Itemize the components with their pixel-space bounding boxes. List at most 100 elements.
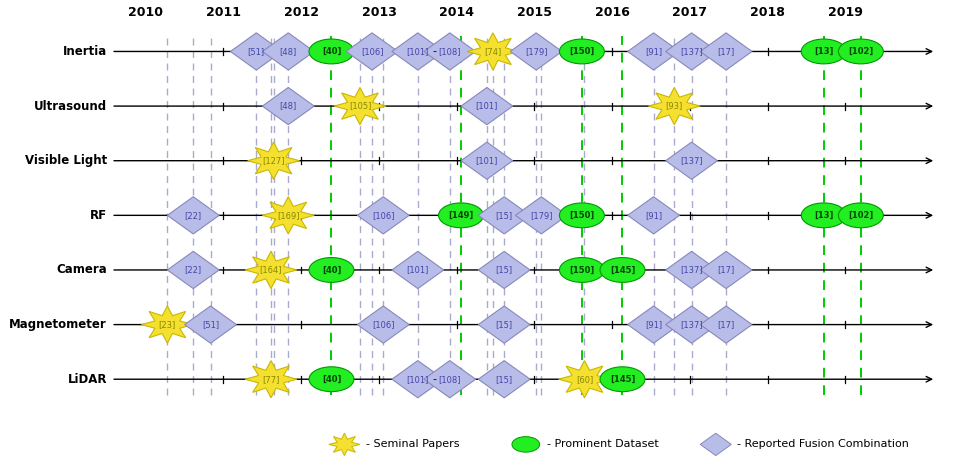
Text: [13]: [13] [814,211,833,220]
Text: Magnetometer: Magnetometer [9,318,107,331]
Polygon shape [648,87,701,125]
Polygon shape [263,197,314,234]
Polygon shape [467,33,518,70]
Text: [101]: [101] [407,375,429,384]
Text: [179]: [179] [525,47,547,56]
Ellipse shape [838,203,884,228]
Text: [51]: [51] [202,320,219,329]
Polygon shape [701,433,732,455]
Polygon shape [245,252,297,288]
Text: 2015: 2015 [516,6,552,19]
Ellipse shape [309,258,354,282]
Text: - Seminal Papers: - Seminal Papers [366,439,459,449]
Text: - Prominent Dataset: - Prominent Dataset [547,439,659,449]
Polygon shape [185,306,236,343]
Text: 2016: 2016 [595,6,630,19]
Text: 2011: 2011 [206,6,241,19]
Polygon shape [628,306,679,343]
Polygon shape [248,142,299,179]
Text: [108]: [108] [439,375,461,384]
Polygon shape [245,361,297,398]
Ellipse shape [559,203,605,228]
Text: [40]: [40] [322,47,341,56]
Polygon shape [628,197,679,234]
Text: [77]: [77] [263,375,280,384]
Text: [22]: [22] [185,211,202,220]
Polygon shape [391,361,444,398]
Text: [40]: [40] [322,265,341,274]
Polygon shape [168,197,219,234]
Text: [137]: [137] [680,156,703,165]
Polygon shape [558,361,610,398]
Text: 2017: 2017 [672,6,707,19]
Polygon shape [423,361,476,398]
Polygon shape [666,142,717,179]
Text: [102]: [102] [848,211,873,220]
Polygon shape [628,33,679,70]
Polygon shape [701,252,752,288]
Polygon shape [358,306,409,343]
Text: [106]: [106] [360,47,384,56]
Polygon shape [701,306,752,343]
Text: Ultrasound: Ultrasound [34,100,107,113]
Text: [15]: [15] [495,211,513,220]
Text: [60]: [60] [576,375,593,384]
Text: [105]: [105] [349,101,371,110]
Polygon shape [391,33,444,70]
Polygon shape [516,197,567,234]
Ellipse shape [801,39,846,64]
Text: Camera: Camera [56,263,107,277]
Ellipse shape [512,437,540,452]
Polygon shape [479,252,530,288]
Text: [74]: [74] [484,47,502,56]
Polygon shape [423,33,476,70]
Polygon shape [479,306,530,343]
Ellipse shape [600,367,645,392]
Text: [93]: [93] [666,101,683,110]
Text: [40]: [40] [322,375,341,384]
Text: [48]: [48] [280,47,297,56]
Polygon shape [263,87,314,125]
Text: [137]: [137] [680,265,703,274]
Text: [169]: [169] [277,211,299,220]
Ellipse shape [309,39,354,64]
Text: -: - [432,46,436,57]
Polygon shape [263,33,314,70]
Text: [22]: [22] [185,265,202,274]
Text: 2010: 2010 [128,6,163,19]
Text: 2012: 2012 [284,6,319,19]
Text: [51]: [51] [248,47,265,56]
Text: [150]: [150] [569,265,595,274]
Text: [15]: [15] [495,265,513,274]
Text: [164]: [164] [260,265,282,274]
Text: 2014: 2014 [439,6,474,19]
Polygon shape [231,33,282,70]
Text: LiDAR: LiDAR [68,373,107,386]
Text: [137]: [137] [680,320,703,329]
Text: [17]: [17] [717,265,735,274]
Ellipse shape [559,39,605,64]
Text: [137]: [137] [680,47,703,56]
Text: - Reported Fusion Combination: - Reported Fusion Combination [737,439,909,449]
Text: [145]: [145] [610,375,636,384]
Ellipse shape [439,203,484,228]
Text: [23]: [23] [159,320,176,329]
Ellipse shape [600,258,645,282]
Text: [15]: [15] [495,375,513,384]
Polygon shape [328,433,359,455]
Ellipse shape [559,258,605,282]
Polygon shape [168,252,219,288]
Text: [48]: [48] [280,101,297,110]
Text: [91]: [91] [645,47,662,56]
Text: [149]: [149] [449,211,474,220]
Text: [145]: [145] [610,265,636,274]
Text: [91]: [91] [645,320,662,329]
Polygon shape [666,252,717,288]
Polygon shape [701,33,752,70]
Text: [101]: [101] [407,265,429,274]
Polygon shape [666,306,717,343]
Polygon shape [666,33,717,70]
Text: 2018: 2018 [750,6,785,19]
Ellipse shape [801,203,846,228]
Text: [150]: [150] [569,211,595,220]
